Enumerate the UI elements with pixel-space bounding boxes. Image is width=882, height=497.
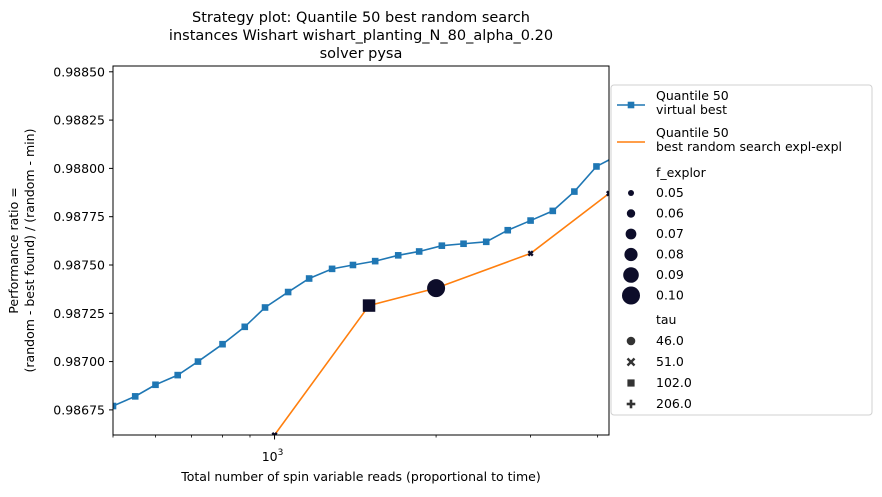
y-axis-label-line-0: Performance ratio = — [6, 187, 21, 313]
series-0-point-10 — [328, 265, 336, 273]
y-tick-label-3: 0.98750 — [53, 257, 105, 272]
scatter-point-4-stroke-a — [605, 190, 609, 196]
series-line-0 — [113, 159, 609, 407]
series-0-point-12 — [371, 257, 379, 265]
legend-marker-0 — [627, 101, 635, 109]
scatter-point-1 — [427, 279, 446, 298]
legend-size-label-2: 0.07 — [656, 226, 684, 241]
scatter-point-3 — [271, 431, 278, 435]
y-axis-label: Performance ratio = (random - best found)… — [6, 129, 37, 373]
y-tick-label-7: 0.98850 — [53, 64, 105, 79]
y-tick-label-4: 0.98775 — [53, 209, 105, 224]
legend-label-1-1: best random search expl-expl — [656, 139, 842, 154]
axes-frame — [112, 65, 610, 436]
legend-style-label-1: 51.0 — [656, 354, 684, 369]
y-tick-label-6: 0.98825 — [53, 113, 105, 128]
series-0-point-15 — [438, 242, 446, 249]
series-0-point-11 — [349, 261, 357, 269]
legend-size-label-4: 0.09 — [656, 267, 684, 282]
legend-label-1-0: Quantile 50 — [656, 125, 729, 140]
legend-size-marker-1 — [626, 209, 636, 218]
series-0-point-7 — [261, 304, 269, 311]
legend-size-marker-0 — [628, 190, 634, 196]
series-0-point-4 — [194, 358, 202, 365]
legend-size-label-0: 0.05 — [656, 185, 684, 200]
legend-style-label-0: 46.0 — [656, 333, 684, 348]
series-0-point-2 — [152, 381, 159, 389]
series-0-point-6 — [241, 323, 249, 331]
legend-style-marker-3 — [626, 399, 636, 409]
series-0-point-21 — [571, 188, 578, 195]
y-tick-label-1: 0.98700 — [53, 354, 105, 369]
x-tick-label-0: 103 — [262, 448, 284, 464]
scatter-point-4-stroke-b — [605, 191, 609, 197]
y-tick-label-5: 0.98800 — [53, 161, 105, 176]
legend-style-label-2: 102.0 — [656, 375, 692, 390]
series-0-point-17 — [482, 238, 490, 246]
legend-size-label-5: 0.10 — [656, 288, 684, 303]
legend-size-marker-5 — [622, 286, 640, 305]
legend-style-marker-0 — [626, 336, 636, 346]
series-line-1 — [273, 192, 609, 435]
legend-box — [610, 84, 873, 416]
legend-size-label-1: 0.06 — [656, 206, 684, 221]
legend-style-marker-1 — [626, 357, 636, 367]
scatter-point-3-stroke-b — [272, 431, 278, 435]
series-0-point-9 — [305, 275, 313, 282]
legend-size-marker-3 — [624, 247, 638, 262]
series-0-point-20 — [549, 207, 557, 215]
scatter-point-3-stroke-a — [271, 431, 277, 435]
scatter-point-2 — [527, 250, 534, 257]
axes: 0.98675 0.98700 0.98725 0.98750 0.98775 0.988… — [6, 64, 610, 484]
series-0-point-1 — [131, 393, 139, 400]
scatter-point-4 — [605, 190, 609, 197]
legend-style-marker-1-stroke-b — [626, 357, 636, 367]
series-0-point-3 — [174, 371, 182, 379]
series-0-point-22 — [593, 163, 600, 170]
series-0-point-5 — [219, 340, 226, 348]
scatter-point-2-stroke-b — [527, 250, 534, 257]
legend-size-title: f_explor — [656, 165, 707, 180]
legend-style-marker-2 — [627, 379, 635, 387]
series-0-point-18 — [504, 226, 512, 234]
series-0-point-8 — [284, 288, 292, 296]
series-0-point-0 — [113, 402, 117, 410]
x-tick-label-exponent: 3 — [278, 448, 284, 458]
chart-title-line-0: Strategy plot: Quantile 50 best random s… — [192, 10, 530, 26]
scatter-point-0 — [362, 299, 376, 312]
y-axis-label-line-1: (random - best found) / (random - min) — [22, 129, 37, 373]
series-0-point-16 — [460, 240, 467, 248]
legend-style-title: tau — [656, 312, 676, 327]
legend-style-label-3: 206.0 — [656, 396, 692, 411]
legend-label-0-0: Quantile 50 — [656, 88, 729, 103]
chart-title-line-1: instances Wishart wishart_planting_N_80_… — [169, 28, 553, 44]
x-tick-label-base: 10 — [262, 449, 278, 464]
plot-clipped — [113, 159, 609, 435]
series-0-point-13 — [394, 252, 402, 259]
legend-size-marker-4 — [623, 267, 639, 283]
plot-area — [113, 159, 609, 435]
chart-title: Strategy plot: Quantile 50 best random s… — [169, 10, 553, 62]
x-axis-label: Total number of spin variable reads (pro… — [180, 469, 541, 484]
chart-title-line-2: solver pysa — [320, 46, 403, 62]
legend-size-marker-2 — [625, 228, 637, 240]
series-0-point-14 — [415, 248, 423, 255]
legend-label-0-1: virtual best — [656, 102, 727, 117]
series-0-point-19 — [527, 217, 534, 224]
y-tick-label-2: 0.98725 — [53, 306, 105, 321]
y-tick-label-0: 0.98675 — [53, 402, 105, 417]
legend-size-label-3: 0.08 — [656, 247, 684, 262]
